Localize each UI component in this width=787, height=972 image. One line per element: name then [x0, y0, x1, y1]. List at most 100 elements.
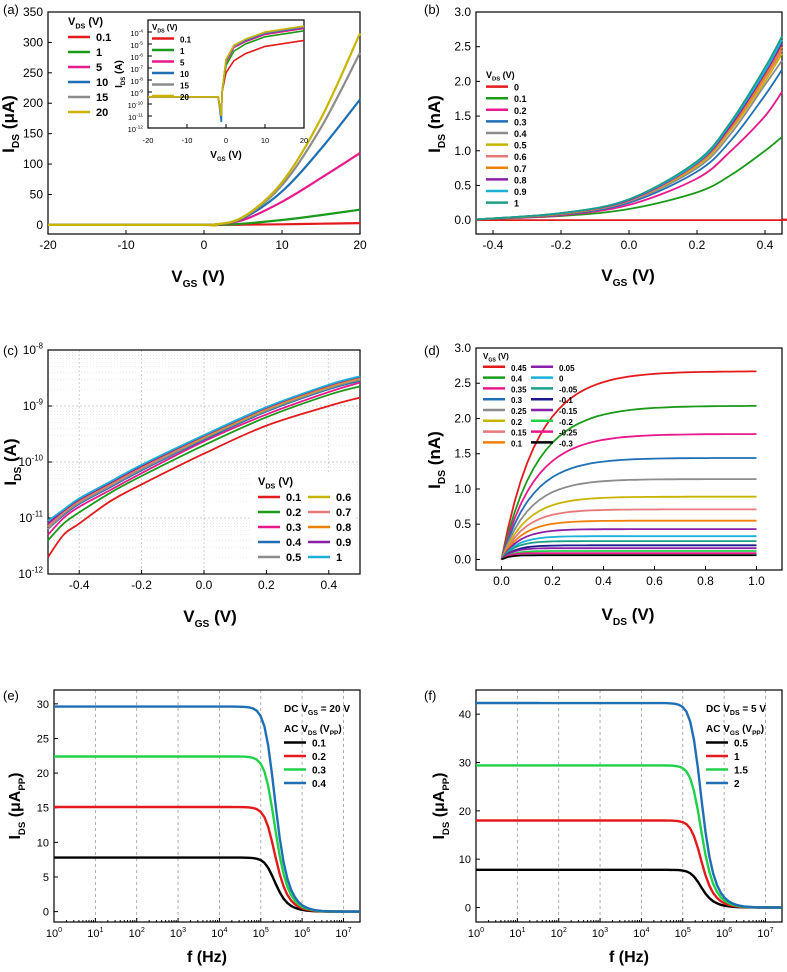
x-tick-label: -20	[143, 136, 154, 145]
label-part: 10	[18, 455, 32, 469]
label-part: )	[7, 772, 24, 777]
label-part: -11	[32, 510, 43, 519]
legend-title: VDS (V)	[68, 16, 103, 30]
label-part: 10	[130, 77, 138, 86]
label-part: DS	[437, 134, 448, 148]
y-axis-label: IDS (μAPP)	[7, 772, 28, 839]
label-part: V	[210, 150, 217, 161]
x-tick-label: 100	[46, 926, 62, 940]
label-part: 10	[23, 343, 37, 357]
label-part: DS	[730, 710, 740, 717]
legend-label: 0	[514, 83, 519, 93]
legend-label: 1	[96, 47, 102, 59]
legend-title: VDS (V)	[486, 70, 515, 83]
y-tick-label: 10-5	[130, 41, 143, 50]
label-part: GS	[730, 730, 740, 737]
series-line	[500, 457, 757, 560]
series-line	[500, 495, 757, 560]
label-part: -11	[136, 113, 143, 119]
x-tick-label: 0.0	[621, 238, 638, 252]
legend-label: 0.9	[336, 537, 351, 549]
legend-label: 0.2	[312, 752, 326, 763]
series-line	[500, 478, 757, 560]
series-line	[500, 544, 757, 561]
x-tick-label: -20	[39, 238, 57, 252]
legend-label: 2	[734, 779, 740, 790]
label-part: V	[258, 476, 266, 488]
legend-label: -0.15	[559, 407, 578, 416]
y-tick-label: 10-6	[130, 53, 143, 62]
y-tick-label: 1.0	[454, 144, 471, 158]
label-part: 10	[211, 928, 223, 940]
label-part: )	[338, 724, 341, 735]
x-tick-label: 103	[170, 926, 186, 940]
label-part: -5	[139, 41, 144, 47]
y-tick-label: 2.5	[454, 376, 471, 390]
legend-label: 0.6	[336, 492, 351, 504]
label-part: DC V	[284, 704, 308, 715]
label-part: (V)	[275, 476, 293, 488]
series-line	[500, 404, 757, 560]
y-tick-label: 20	[37, 768, 49, 780]
x-tick-label: 100	[468, 926, 484, 940]
label-part: GS	[613, 278, 628, 289]
label-part: V	[68, 16, 76, 28]
label-part: DS	[121, 77, 127, 85]
legend-label: 0.45	[511, 364, 527, 373]
x-tick-label: 0.4	[757, 238, 774, 252]
y-tick-label: 10-10	[128, 101, 144, 110]
x-axis-label: VGS (V)	[171, 267, 224, 290]
legend-label: 0.9	[514, 187, 527, 197]
label-part: = 5 V	[740, 704, 767, 715]
legend-label: -0.25	[559, 429, 578, 438]
y-tick-label: 250	[23, 66, 43, 80]
label-part: I	[431, 835, 448, 839]
legend-label: 10	[96, 77, 108, 89]
label-part: V	[152, 23, 158, 32]
y-tick-label: 1.5	[454, 447, 471, 461]
legend-title: AC VDS (VPP)	[284, 724, 342, 737]
x-tick-label: -10	[182, 136, 193, 145]
legend-title: VDS (V)	[152, 23, 178, 34]
label-part: (μA)	[0, 95, 18, 134]
x-tick-label: -0.2	[551, 238, 572, 252]
x-tick-label: 105	[253, 926, 269, 940]
legend-label: 0.35	[511, 385, 527, 394]
label-part: (V	[317, 724, 330, 735]
y-tick-label: 1.5	[454, 109, 471, 123]
label-part: 0	[58, 926, 62, 934]
x-tick-label: 104	[633, 926, 649, 940]
y-tick-label: 10-4	[130, 29, 143, 38]
x-tick-label: 1.0	[748, 574, 765, 588]
legend-label: 1	[734, 752, 740, 763]
legend-label: 20	[96, 107, 108, 119]
panel-label: (e)	[3, 688, 19, 703]
x-tick-label: 102	[551, 926, 567, 940]
label-part: 10	[128, 125, 136, 134]
x-tick-label: 0.6	[646, 574, 663, 588]
plot-frame	[475, 347, 783, 571]
label-part: PP	[752, 730, 761, 737]
legend-label: 15	[180, 82, 189, 91]
panel-d: (d) 0.0 0.2 0.4 0.6 0.8 1.0 0.0 0.5 1.0 1.5 2.0 2.5 3…	[424, 341, 783, 628]
x-tick-label: 102	[129, 926, 145, 940]
y-tick-label: 3.0	[454, 5, 471, 19]
series-line	[47, 378, 361, 530]
label-part: (V)	[500, 70, 515, 80]
label-part: -8	[139, 77, 144, 83]
x-tick-label: -10	[117, 238, 135, 252]
y-tick-label: 5	[43, 872, 49, 884]
label-part: 10	[253, 928, 265, 940]
label-part: (V)	[496, 352, 509, 361]
y-tick-label: 10-9	[130, 89, 143, 98]
annotation: DC VDS = 5 V	[706, 704, 766, 717]
y-tick-label: 10-12	[128, 125, 144, 134]
y-tick-label: 10-8	[23, 342, 43, 357]
label-part: 10	[46, 928, 58, 940]
label-part: DS	[437, 470, 448, 484]
legend-label: -0.3	[559, 439, 573, 448]
y-tick-label: 150	[23, 127, 43, 141]
label-part: 10	[130, 89, 138, 98]
